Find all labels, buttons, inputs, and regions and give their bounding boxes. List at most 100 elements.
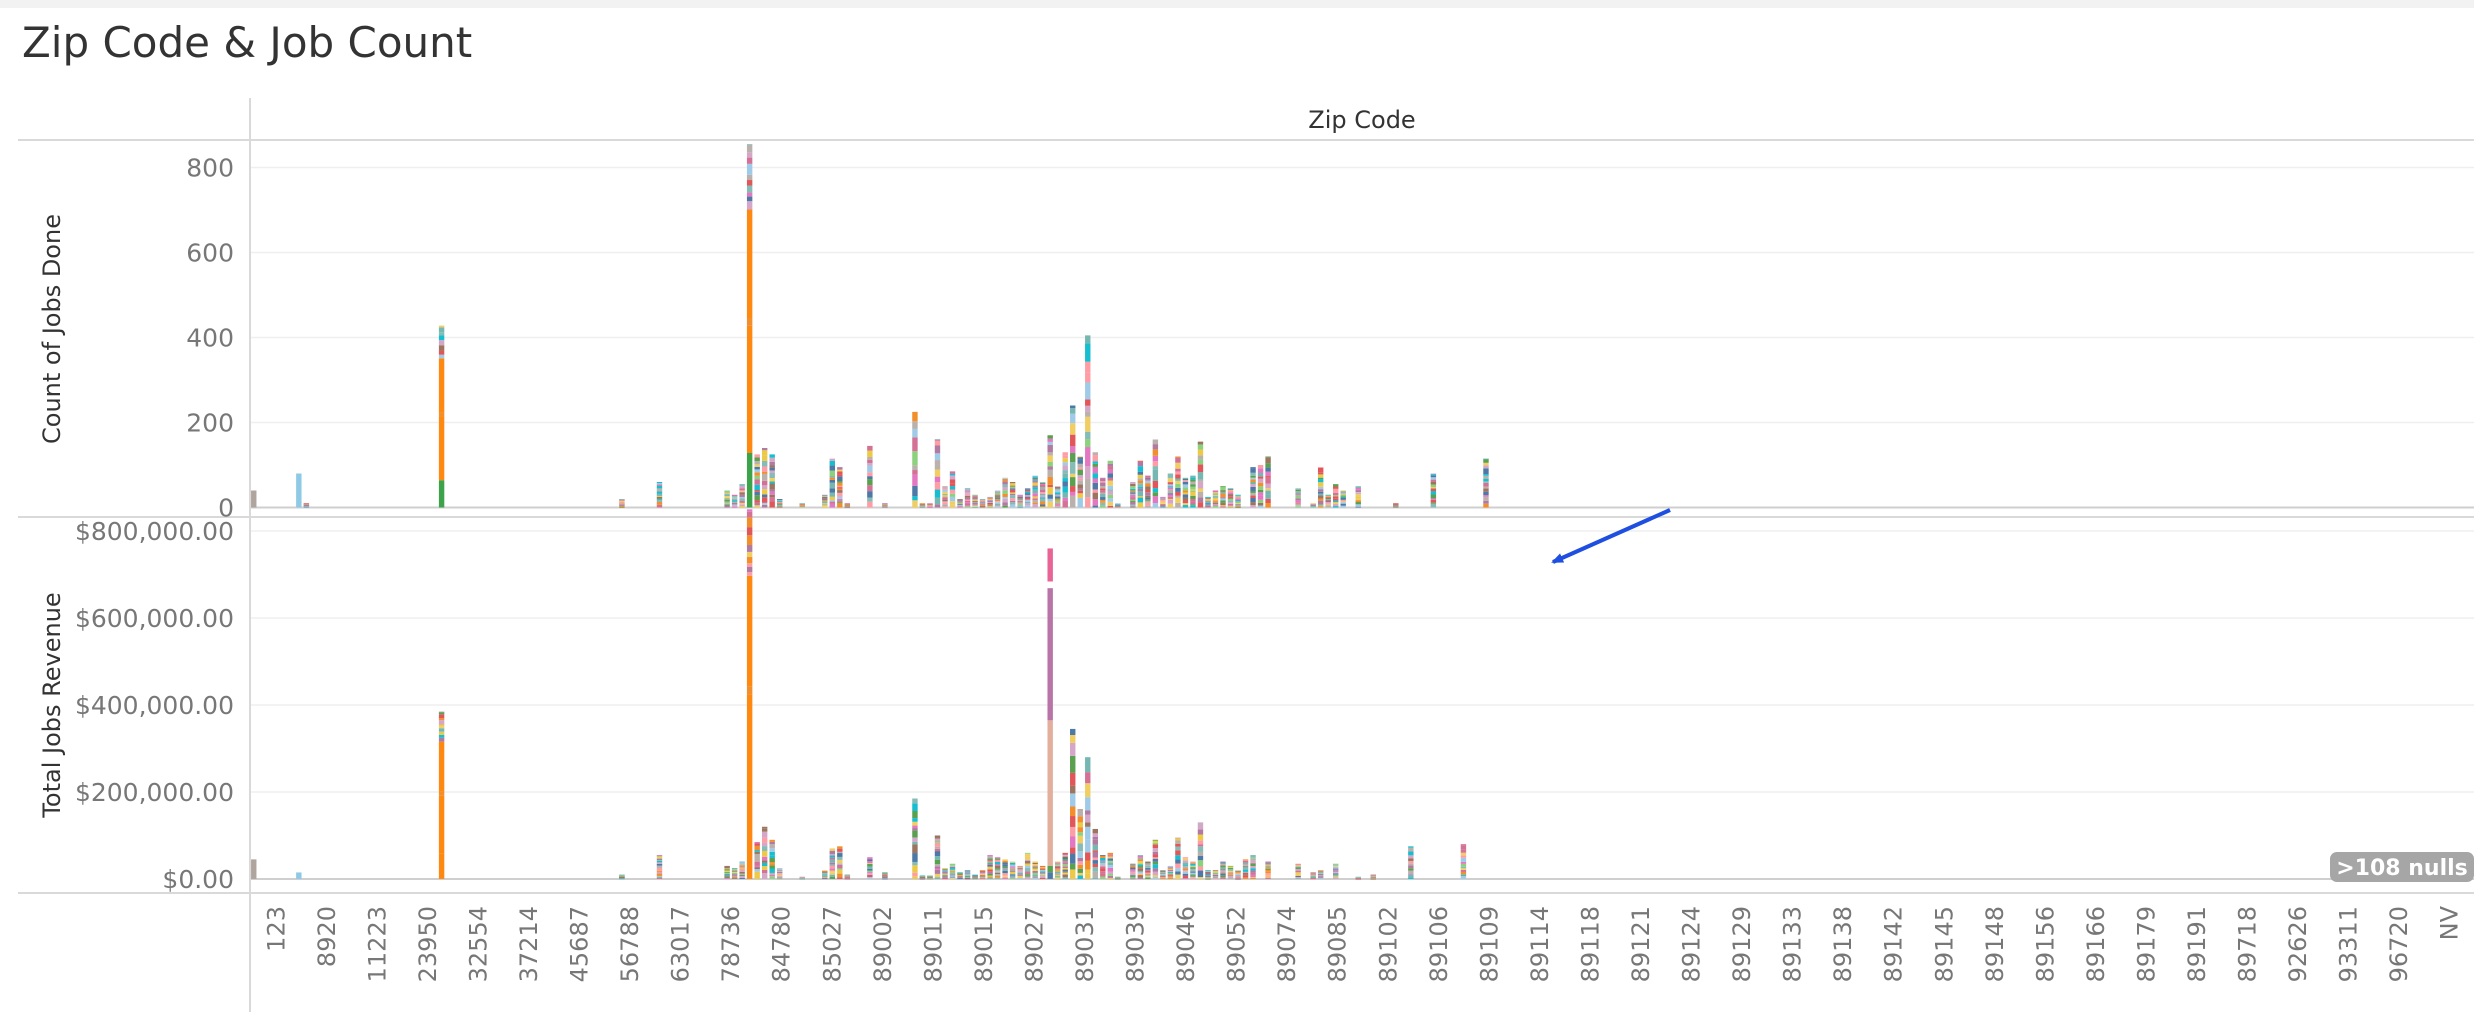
bar-segment[interactable] — [1250, 472, 1256, 476]
bar-segment[interactable] — [822, 877, 828, 879]
bar-segment[interactable] — [1227, 497, 1234, 499]
bar-segment[interactable] — [1205, 505, 1211, 506]
bar-segment[interactable] — [769, 872, 775, 875]
bar-segment[interactable] — [1220, 493, 1226, 495]
bar-segment[interactable] — [724, 499, 730, 501]
bar-segment[interactable] — [1265, 864, 1271, 866]
bar-segment[interactable] — [1227, 866, 1234, 868]
bar-segment[interactable] — [1197, 444, 1204, 450]
bar-segment[interactable] — [754, 454, 760, 458]
bar-segment[interactable] — [1055, 486, 1061, 488]
bar-segment[interactable] — [769, 491, 775, 495]
bar-segment[interactable] — [829, 849, 835, 851]
bar-segment[interactable] — [1009, 873, 1016, 875]
bar-segment[interactable] — [1137, 870, 1144, 872]
bar-segment[interactable] — [1145, 869, 1151, 871]
bar-segment[interactable] — [724, 878, 730, 879]
bar-segment[interactable] — [739, 502, 745, 505]
bar-segment[interactable] — [1325, 500, 1331, 502]
bar-segment[interactable] — [1130, 482, 1136, 484]
bar-segment[interactable] — [934, 866, 941, 869]
bar-segment[interactable] — [746, 157, 753, 164]
bar-segment[interactable] — [1220, 505, 1226, 507]
bar-segment[interactable] — [934, 856, 941, 860]
bar-segment[interactable] — [1100, 874, 1106, 877]
bar-segment[interactable] — [1197, 502, 1204, 508]
bar-segment[interactable] — [438, 718, 445, 721]
bar-segment[interactable] — [972, 506, 978, 508]
bar-segment[interactable] — [1167, 496, 1174, 499]
bar-segment[interactable] — [1190, 867, 1196, 869]
bar-segment[interactable] — [1242, 864, 1249, 866]
bar-segment[interactable] — [1032, 872, 1038, 875]
bar-segment[interactable] — [1317, 873, 1324, 875]
bar-segment[interactable] — [1092, 473, 1098, 479]
bar-segment[interactable] — [882, 875, 888, 877]
bar-segment[interactable] — [1077, 816, 1083, 823]
bar-segment[interactable] — [619, 875, 625, 877]
bar-segment[interactable] — [1137, 488, 1144, 492]
bar-segment[interactable] — [1310, 505, 1316, 507]
bar-segment[interactable] — [919, 504, 926, 506]
bar-segment[interactable] — [1152, 861, 1159, 865]
bar-segment[interactable] — [1115, 504, 1121, 506]
bar-segment[interactable] — [1024, 868, 1031, 872]
bar-segment[interactable] — [777, 877, 783, 879]
bar-segment[interactable] — [769, 841, 775, 845]
bar-segment[interactable] — [1039, 485, 1046, 487]
bar-segment[interactable] — [822, 501, 828, 503]
bar-segment[interactable] — [1265, 869, 1271, 872]
bar-segment[interactable] — [769, 851, 775, 856]
bar-segment[interactable] — [1032, 865, 1038, 867]
bar-segment[interactable] — [739, 491, 745, 493]
bar-segment[interactable] — [1265, 877, 1271, 879]
bar-segment[interactable] — [1430, 473, 1437, 475]
bar-segment[interactable] — [1055, 869, 1061, 871]
bar-segment[interactable] — [1024, 852, 1031, 854]
bar-segment[interactable] — [1257, 499, 1264, 503]
bar-segment[interactable] — [746, 563, 753, 567]
bar-segment[interactable] — [1024, 503, 1031, 506]
bar-segment[interactable] — [1295, 502, 1301, 504]
bar-segment[interactable] — [1160, 875, 1166, 877]
bar-segment[interactable] — [1430, 481, 1437, 485]
bar-segment[interactable] — [1197, 497, 1204, 503]
bar-segment[interactable] — [1212, 505, 1219, 508]
bar-segment[interactable] — [1160, 874, 1166, 876]
bar-segment[interactable] — [1160, 876, 1166, 878]
bar-segment[interactable] — [829, 862, 835, 865]
bar-segment[interactable] — [1333, 492, 1339, 496]
bar-segment[interactable] — [1182, 871, 1189, 874]
bar-segment[interactable] — [1220, 486, 1226, 488]
bar-segment[interactable] — [837, 487, 843, 489]
bar-segment[interactable] — [1009, 864, 1016, 867]
bar-segment[interactable] — [1077, 822, 1083, 828]
bar-segment[interactable] — [1235, 878, 1241, 880]
bar-segment[interactable] — [927, 507, 933, 508]
bar-segment[interactable] — [1062, 874, 1068, 878]
bar-segment[interactable] — [739, 865, 745, 867]
bar-segment[interactable] — [1115, 506, 1121, 508]
bar-segment[interactable] — [949, 473, 956, 476]
bar-segment[interactable] — [746, 694, 753, 824]
bar-segment[interactable] — [1197, 464, 1204, 473]
bar-segment[interactable] — [1039, 498, 1046, 502]
bar-segment[interactable] — [1205, 876, 1211, 878]
bar-segment[interactable] — [1039, 875, 1046, 877]
bar-segment[interactable] — [1092, 466, 1098, 474]
bar-segment[interactable] — [1355, 876, 1361, 878]
bar-segment[interactable] — [1167, 473, 1174, 478]
bar-segment[interactable] — [1295, 868, 1301, 871]
bar-segment[interactable] — [1107, 485, 1113, 490]
bar-segment[interactable] — [303, 504, 310, 505]
bar-segment[interactable] — [1002, 496, 1008, 499]
bar-segment[interactable] — [912, 428, 918, 438]
bar-segment[interactable] — [1167, 875, 1174, 876]
bar-segment[interactable] — [927, 505, 933, 507]
bar-segment[interactable] — [1077, 843, 1083, 852]
bar-segment[interactable] — [1039, 872, 1046, 874]
bar-segment[interactable] — [1325, 506, 1331, 508]
bar-segment[interactable] — [1190, 869, 1196, 871]
bar-segment[interactable] — [1355, 492, 1361, 495]
bar-segment[interactable] — [1009, 872, 1016, 874]
